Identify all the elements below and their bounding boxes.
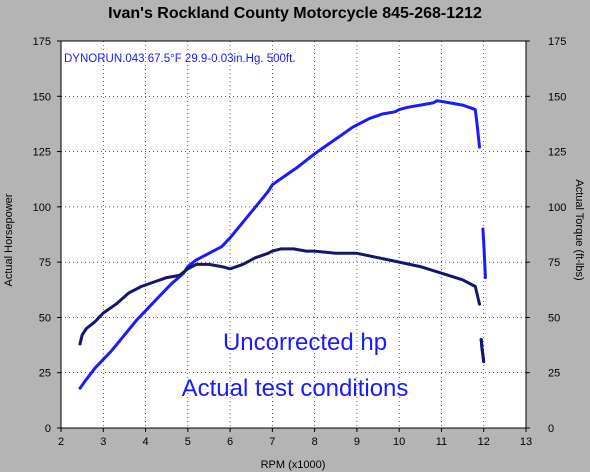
y-tick-label-left: 100 [33,202,51,214]
x-tick-label: 9 [354,436,360,448]
y-tick-label-right: 150 [548,91,566,103]
x-tick-label: 4 [142,436,148,448]
y-tick-label-right: 25 [548,368,560,380]
axes: 2 3 4 5 6 7 8 9 10 11 12 13 0 0 25 25 50 50 75 75 100 100 125 1… [33,36,567,448]
y-tick-label-left: 0 [45,423,51,435]
y-tick-label-right: 50 [548,312,560,324]
horsepower-line-0 [78,99,481,390]
torque-line-3 [78,247,481,346]
x-tick-label: 5 [185,436,191,448]
torque-line-4 [479,338,486,364]
x-tick-label: 2 [58,436,64,448]
y-tick-label-left: 75 [39,257,51,269]
y-tick-label-right: 0 [548,423,554,435]
annotation-test-conditions: Actual test conditions [182,375,409,402]
x-axis-title: RPM (x1000) [261,459,326,471]
plot-area [61,41,526,428]
y-tick-label-right: 175 [548,36,566,48]
x-tick-label: 6 [227,436,233,448]
y-tick-label-right: 100 [548,202,566,214]
y-tick-label-right: 125 [548,147,566,159]
annotation-uncorrected: Uncorrected hp [223,329,387,356]
run-info-note: DYNORUN.043 67.5°F 29.9-0.03in.Hg. 500ft… [64,53,296,65]
y-tick-label-left: 175 [33,36,51,48]
x-tick-label: 13 [520,436,532,448]
series [78,99,487,390]
x-tick-label: 8 [312,436,318,448]
x-tick-label: 10 [393,436,405,448]
y-tick-label-right: 75 [548,257,560,269]
plot-frame [60,40,527,429]
x-tick-label: 7 [269,436,275,448]
y-tick-label-left: 50 [39,312,51,324]
x-tick-label: 12 [478,436,490,448]
chart-title: Ivan's Rockland County Motorcycle 845-26… [108,5,482,22]
y-axis-right-title: Actual Torque (ft-lbs) [573,179,585,280]
y-axis-left-title: Actual Horsepower [3,193,15,286]
y-tick-label-left: 125 [33,147,51,159]
horsepower-line-1 [481,227,487,280]
y-tick-label-left: 150 [33,91,51,103]
x-tick-label: 3 [100,436,106,448]
x-tick-label: 11 [436,436,447,448]
y-tick-label-left: 25 [39,368,51,380]
